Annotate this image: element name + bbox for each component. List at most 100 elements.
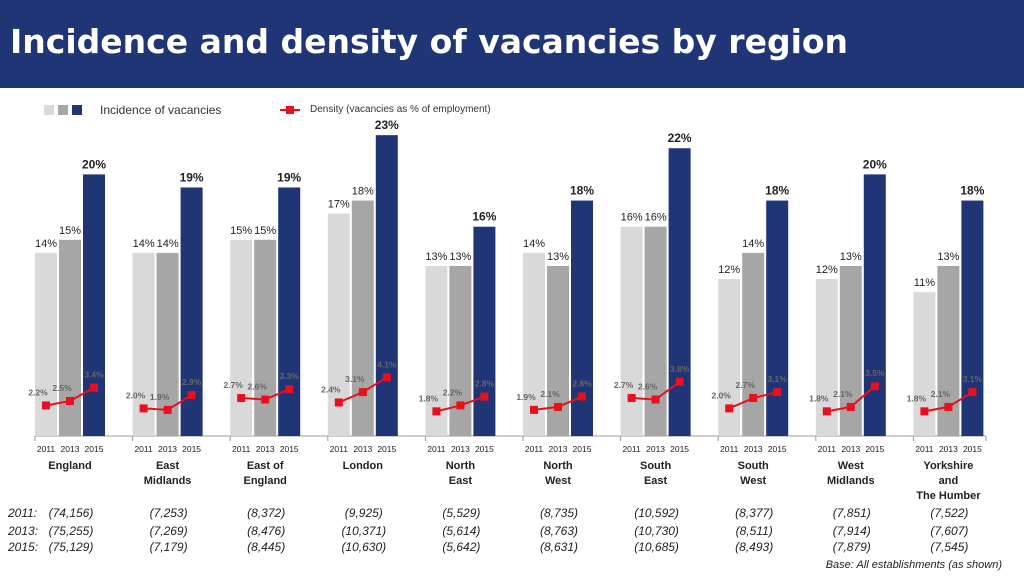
legend-density-marker <box>286 106 294 114</box>
year-tick-label: 2015 <box>768 444 787 454</box>
year-tick-label: 2015 <box>670 444 689 454</box>
sample-size-value: (8,476) <box>247 524 286 538</box>
density-marker <box>285 385 294 394</box>
sample-size-value: (8,511) <box>735 524 773 538</box>
bar-2011 <box>718 279 741 436</box>
sample-size-value: (5,529) <box>442 506 481 520</box>
bar-value-label: 13% <box>840 251 862 263</box>
density-value-label: 2.7% <box>736 380 756 390</box>
bar-2013 <box>59 239 81 436</box>
bar-value-label: 12% <box>816 264 838 276</box>
density-marker <box>66 397 74 405</box>
region-label: South <box>738 460 769 472</box>
sample-size-value: (7,179) <box>149 540 188 554</box>
bar-value-label: 16% <box>472 210 496 224</box>
region-label: Yorkshire <box>923 460 973 472</box>
bar-value-label: 13% <box>937 251 959 263</box>
sample-size-value: (7,545) <box>930 540 969 554</box>
density-value-label: 3.8% <box>670 364 690 374</box>
year-tick-label: 2011 <box>720 444 739 454</box>
bar-2013 <box>449 265 472 436</box>
year-tick-label: 2011 <box>232 444 251 454</box>
density-value-label: 1.8% <box>419 393 439 403</box>
density-marker <box>139 404 148 413</box>
bar-2015 <box>766 200 789 436</box>
sample-size-value: (8,493) <box>735 540 774 554</box>
vacancy-chart: 14% 2011 15% 2013 20% 2015 2.2% 2.5% 3.4% England… <box>28 118 987 502</box>
year-tick-label: 2011 <box>330 444 349 454</box>
region-label: South <box>640 460 671 472</box>
bar-2015 <box>375 135 398 436</box>
density-value-label: 1.8% <box>907 393 927 403</box>
sample-year-label-2015: 2015: <box>8 540 39 554</box>
bar-value-label: 18% <box>960 184 984 198</box>
bar-2011 <box>523 252 545 436</box>
bar-value-label: 13% <box>449 251 471 263</box>
density-marker <box>382 373 391 382</box>
density-value-label: 3.3% <box>280 371 300 381</box>
bar-2013 <box>742 252 765 436</box>
year-tick-label: 2015 <box>85 444 104 454</box>
bar-2013 <box>547 265 569 436</box>
bar-value-label: 20% <box>82 157 106 171</box>
density-marker <box>90 383 98 392</box>
density-value-label: 2.4% <box>321 384 341 394</box>
density-marker <box>334 398 343 407</box>
region-label: East <box>156 460 180 472</box>
bar-value-label: 14% <box>157 238 179 250</box>
region-label: East <box>449 475 473 487</box>
density-value-label: 1.8% <box>809 393 829 403</box>
bar-2011 <box>35 252 57 436</box>
bar-2015 <box>180 187 203 436</box>
bar-2015 <box>83 174 105 436</box>
sample-year-label-2013: 2013: <box>8 524 39 538</box>
density-marker <box>432 407 441 416</box>
year-tick-label: 2015 <box>182 444 201 454</box>
density-value-label: 3.5% <box>865 368 885 378</box>
density-value-label: 3.1% <box>963 374 983 384</box>
density-value-label: 2.8% <box>475 379 495 389</box>
bar-2011 <box>815 279 838 436</box>
region-label: England <box>244 475 287 487</box>
region-label: East <box>644 475 668 487</box>
legend-incidence-label: Incidence of vacancies <box>100 103 222 117</box>
sample-size-value: (9,925) <box>344 506 383 520</box>
density-marker <box>358 388 367 397</box>
bar-value-label: 22% <box>668 131 692 145</box>
bar-value-label: 15% <box>254 225 276 237</box>
year-tick-label: 2015 <box>280 444 299 454</box>
density-marker <box>968 388 977 397</box>
density-marker <box>237 394 246 403</box>
density-value-label: 2.1% <box>931 389 951 399</box>
density-value-label: 1.9% <box>150 392 170 402</box>
sample-size-value: (7,607) <box>930 524 969 538</box>
density-marker <box>749 394 758 403</box>
year-tick-label: 2011 <box>818 444 837 454</box>
bar-value-label: 18% <box>570 184 594 198</box>
bar-2011 <box>132 252 155 436</box>
sample-size-value: (10,685) <box>634 540 679 554</box>
legend-density-label: Density (vacancies as % of employment) <box>310 104 491 115</box>
year-tick-label: 2013 <box>451 444 470 454</box>
bar-value-label: 20% <box>863 157 887 171</box>
density-value-label: 2.0% <box>712 390 732 400</box>
region-label: The Humber <box>916 490 981 502</box>
density-marker <box>42 401 50 410</box>
bar-value-label: 14% <box>35 238 57 250</box>
bar-value-label: 11% <box>914 277 935 289</box>
sample-size-value: (75,129) <box>48 540 94 554</box>
density-value-label: 2.6% <box>638 382 658 392</box>
bar-value-label: 17% <box>328 199 350 211</box>
density-value-label: 2.9% <box>182 377 202 387</box>
year-tick-label: 2011 <box>915 444 934 454</box>
year-tick-label: 2013 <box>353 444 372 454</box>
region-label: East of <box>247 460 284 472</box>
legend-swatch-2011 <box>44 105 54 115</box>
region-label: North <box>543 460 573 472</box>
sample-size-value: (10,592) <box>634 506 679 520</box>
region-label: West <box>838 460 864 472</box>
density-marker <box>578 392 586 401</box>
year-tick-label: 2013 <box>744 444 763 454</box>
year-tick-label: 2011 <box>427 444 446 454</box>
bar-value-label: 19% <box>180 170 204 184</box>
